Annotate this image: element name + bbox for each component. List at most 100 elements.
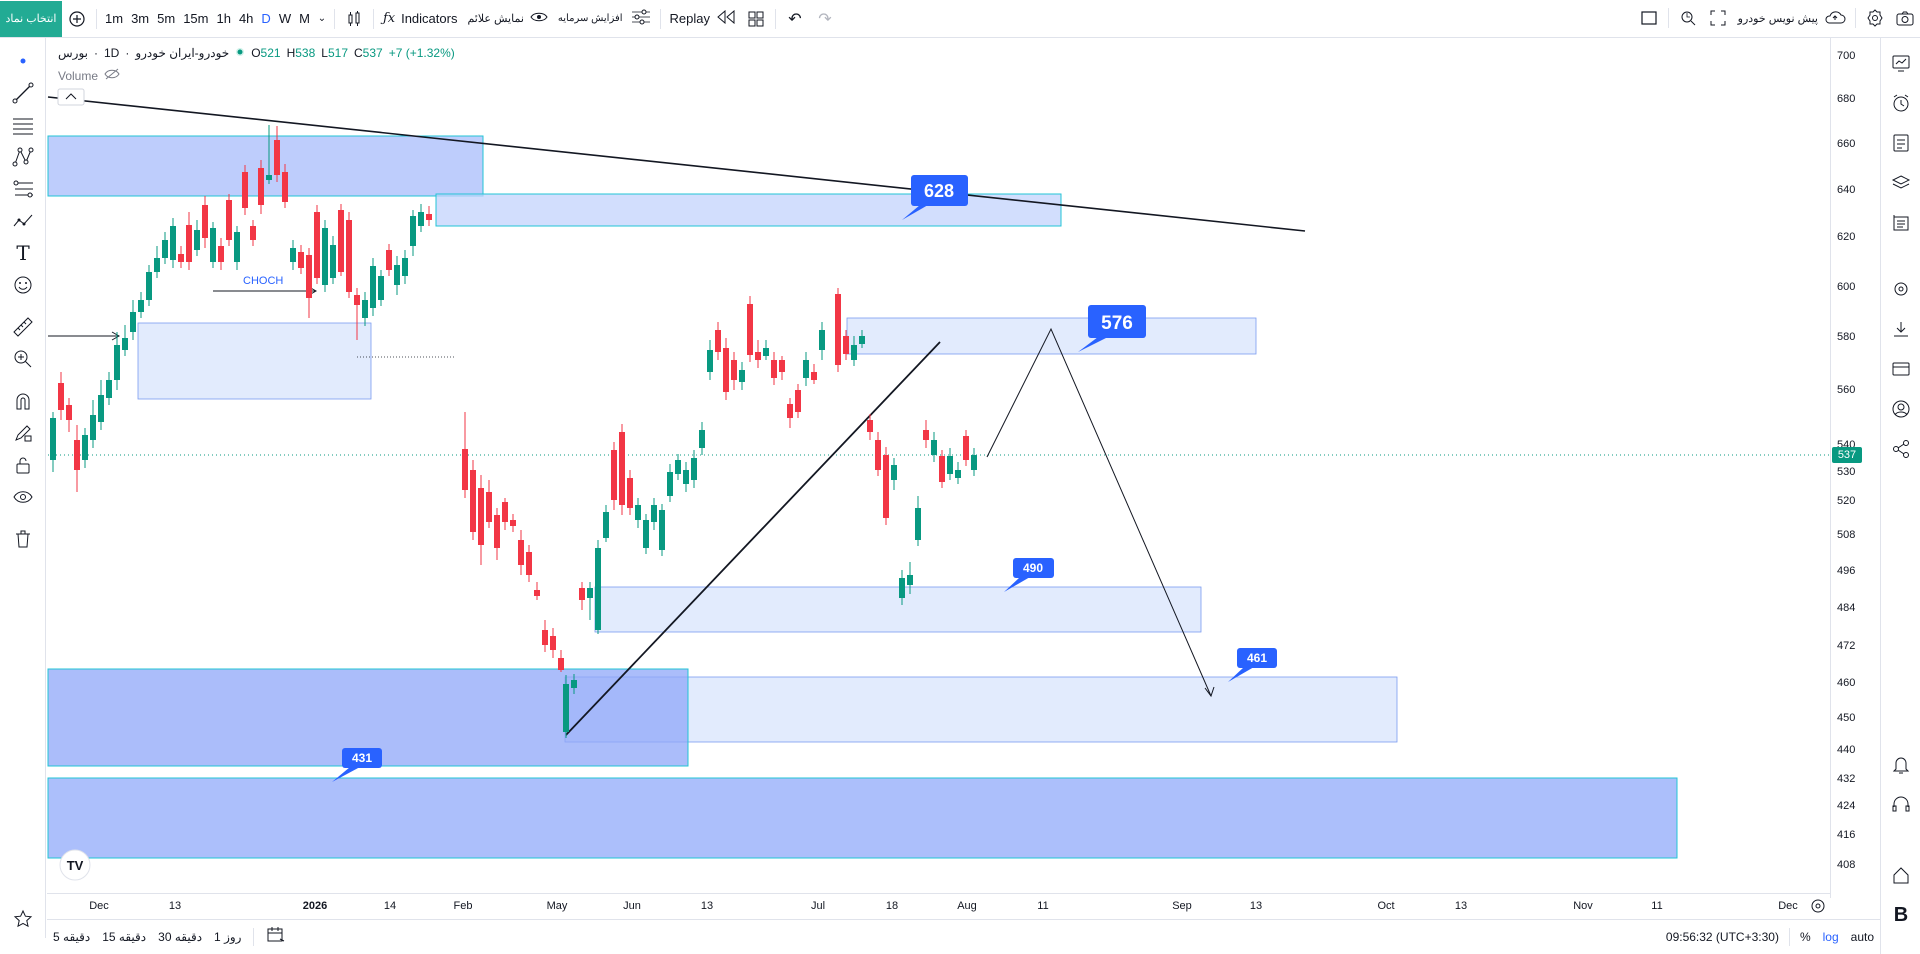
clock[interactable]: 09:56:32 (UTC+3:30)	[1665, 930, 1779, 944]
add-symbol-icon[interactable]	[62, 1, 92, 37]
notification-bell-icon[interactable]	[1886, 750, 1916, 780]
candle	[595, 548, 601, 630]
candle	[907, 575, 913, 585]
fullscreen-icon[interactable]	[1703, 0, 1733, 36]
range-button[interactable]: 15 دقیقه	[102, 930, 147, 944]
candle	[258, 168, 264, 205]
sliders-icon	[631, 9, 651, 28]
watchlist-icon[interactable]	[1886, 48, 1916, 78]
collapse-legend-button[interactable]	[57, 88, 85, 106]
candle-type-icon[interactable]	[339, 1, 369, 37]
show-signals-button[interactable]: نمایش علائم	[462, 1, 552, 37]
support-headset-icon[interactable]	[1886, 790, 1916, 820]
legend-symbol[interactable]: خودرو-ایران خودرو	[135, 46, 230, 60]
settings-icon[interactable]	[1886, 274, 1916, 304]
text-tool-icon[interactable]: T	[16, 241, 30, 265]
time-axis[interactable]: Dec 13 2026 14 Feb May Jun 13 Jul 18 Aug 11 Sep 13 Oct…	[47, 893, 1830, 919]
price-tick: 408	[1837, 859, 1856, 871]
price-axis[interactable]: 700 680 660 640 620 600 580 560 540 530 520 508 496 4…	[1830, 38, 1880, 898]
candle	[462, 449, 468, 490]
favorites-star-icon[interactable]	[8, 904, 38, 934]
pencil-lock-icon[interactable]	[8, 418, 38, 448]
settings-gear-icon[interactable]	[1860, 0, 1890, 36]
candle	[659, 510, 665, 550]
calendar-list-icon[interactable]	[1886, 208, 1916, 238]
lock-icon[interactable]	[8, 450, 38, 480]
replay-button[interactable]: Replay	[665, 1, 741, 37]
price-tick: 416	[1837, 829, 1856, 841]
candle	[418, 212, 424, 226]
download-icon[interactable]	[1886, 314, 1916, 344]
candle	[74, 440, 80, 470]
quick-search-icon[interactable]	[1673, 0, 1703, 36]
zone-demand-461	[564, 676, 1398, 743]
undo-icon[interactable]: ↶	[788, 10, 802, 28]
chevron-down-icon[interactable]: ⌄	[317, 13, 327, 24]
timeframe-4h[interactable]: 4h	[238, 11, 254, 26]
rectangle-icon[interactable]	[1634, 0, 1664, 36]
indicators-button[interactable]: ƒx Indicators	[378, 1, 463, 37]
cursor-dot-icon[interactable]	[8, 46, 38, 76]
layout-grid-icon[interactable]	[741, 1, 771, 37]
brand-b-icon[interactable]: B	[1893, 903, 1909, 926]
range-button[interactable]: 5 دقیقه	[53, 930, 91, 944]
home-icon[interactable]	[1886, 860, 1916, 890]
calendar-range-icon[interactable]	[260, 926, 292, 949]
chart-canvas[interactable]: CHOCH 628 576 490 461 431 TV	[0, 0, 1830, 893]
timeframe-D[interactable]: D	[261, 11, 271, 26]
candle	[346, 220, 352, 292]
fib-icon[interactable]	[8, 174, 38, 204]
notes-icon[interactable]	[1886, 128, 1916, 158]
alarm-clock-icon[interactable]	[1886, 88, 1916, 118]
ruler-icon[interactable]	[8, 312, 38, 342]
close-label: C	[354, 46, 363, 60]
log-toggle[interactable]: log	[1822, 930, 1839, 944]
visibility-icon[interactable]	[8, 482, 38, 512]
candle	[542, 630, 548, 645]
percent-toggle[interactable]: %	[1799, 930, 1811, 944]
candle	[122, 338, 128, 350]
share-icon[interactable]	[1886, 434, 1916, 464]
price-tick: 432	[1837, 773, 1856, 785]
timeframe-W[interactable]: W	[278, 11, 292, 26]
timeframe-1m[interactable]: 1m	[105, 11, 124, 26]
trend-line-icon[interactable]	[8, 78, 38, 108]
range-button[interactable]: 1 روز	[214, 930, 242, 944]
user-icon[interactable]	[1886, 394, 1916, 424]
camera-icon[interactable]	[1890, 0, 1920, 36]
zoom-in-icon[interactable]	[8, 344, 38, 374]
capital-increase-button[interactable]: افزایش سرمایه	[553, 1, 656, 37]
card-icon[interactable]	[1886, 354, 1916, 384]
candle	[763, 348, 769, 356]
magnet-icon[interactable]	[8, 386, 38, 416]
timeframe-5m[interactable]: 5m	[157, 11, 176, 26]
candle	[58, 383, 64, 410]
trash-icon[interactable]	[8, 524, 38, 554]
volume-legend[interactable]: Volume	[58, 68, 120, 83]
emoji-icon[interactable]	[8, 270, 38, 300]
timeframe-M[interactable]: M	[299, 11, 310, 26]
svg-text:461: 461	[1247, 651, 1267, 665]
right-sidebar: B	[1880, 38, 1920, 954]
range-button[interactable]: 30 دقیقه	[158, 930, 203, 944]
layers-icon[interactable]	[1886, 168, 1916, 198]
horizontal-lines-icon[interactable]	[8, 110, 38, 140]
candle	[138, 300, 144, 312]
price-tick: 472	[1837, 640, 1856, 652]
time-tick: 18	[885, 900, 899, 912]
timeframe-1h[interactable]: 1h	[216, 11, 231, 26]
timeframe-15m[interactable]: 15m	[183, 11, 209, 26]
close-value: 537	[362, 46, 383, 60]
candle	[875, 440, 881, 470]
projection-arrowhead	[1204, 686, 1215, 698]
timeframe-3m[interactable]: 3m	[131, 11, 150, 26]
candle	[298, 252, 304, 268]
axis-settings-icon[interactable]	[1810, 898, 1826, 919]
redo-icon[interactable]: ↷	[818, 10, 832, 28]
symbol-search-button[interactable]: انتخاب نماد	[0, 0, 62, 37]
pre-open-button[interactable]: پیش نویس خودرو	[1733, 0, 1851, 36]
auto-toggle[interactable]: auto	[1850, 930, 1874, 944]
price-tick: 600	[1837, 281, 1856, 293]
forecast-icon[interactable]	[8, 206, 38, 236]
pattern-icon[interactable]	[8, 142, 38, 172]
